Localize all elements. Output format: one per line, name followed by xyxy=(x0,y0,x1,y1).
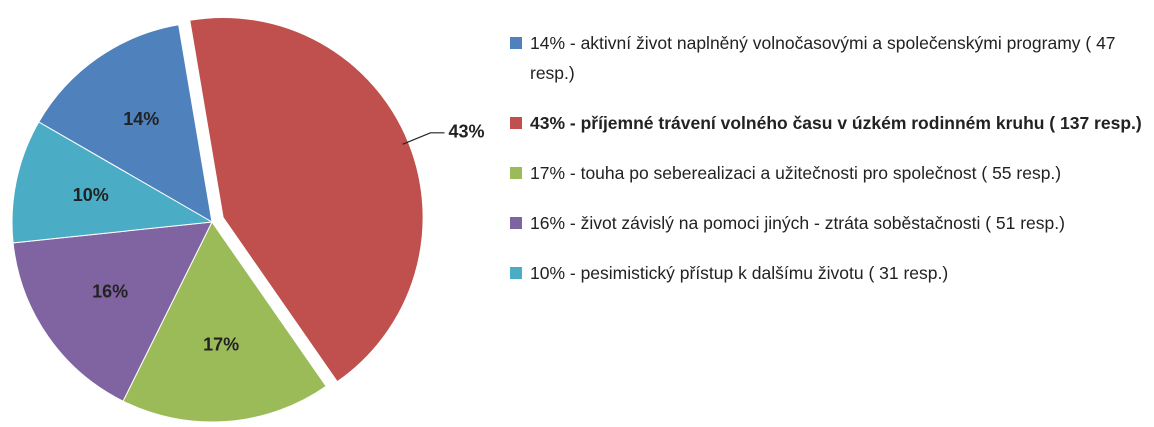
data-label: 17% xyxy=(203,334,239,354)
legend-label: 17% - touha po seberealizaci a užitečnos… xyxy=(530,163,1062,183)
data-label: 43% xyxy=(448,122,484,142)
legend-label: 14% - aktivní život naplněný volnočasový… xyxy=(530,33,1116,83)
legend-item: 17% - touha po seberealizaci a užitečnos… xyxy=(508,158,1148,188)
data-label: 14% xyxy=(123,109,159,129)
legend-item: 16% - život závislý na pomoci jiných - z… xyxy=(508,208,1148,238)
legend-swatch xyxy=(510,267,522,279)
pie-slice xyxy=(38,24,213,223)
pie-chart: 14% 43% 17% 16% 10% xyxy=(11,16,485,423)
pie-slice xyxy=(122,221,327,423)
legend-label: 16% - život závislý na pomoci jiných - z… xyxy=(530,213,1065,233)
leader-line xyxy=(402,132,445,145)
legend-swatch xyxy=(510,37,522,49)
legend-swatch xyxy=(510,167,522,179)
pie-slice xyxy=(12,221,213,402)
legend-label: 10% - pesimistický přístup k dalšímu živ… xyxy=(530,263,949,283)
legend-item: 43% - příjemné trávení volného času v úz… xyxy=(508,108,1148,138)
legend-swatch xyxy=(510,217,522,229)
legend-swatch xyxy=(510,117,522,129)
legend: 14% - aktivní život naplněný volnočasový… xyxy=(508,28,1148,308)
legend-label: 43% - příjemné trávení volného času v úz… xyxy=(530,113,1142,133)
legend-item: 14% - aktivní život naplněný volnočasový… xyxy=(508,28,1148,88)
data-label: 16% xyxy=(92,282,128,302)
data-label: 10% xyxy=(73,185,109,205)
legend-item: 10% - pesimistický přístup k dalšímu živ… xyxy=(508,258,1148,288)
pie-slice xyxy=(11,121,214,244)
